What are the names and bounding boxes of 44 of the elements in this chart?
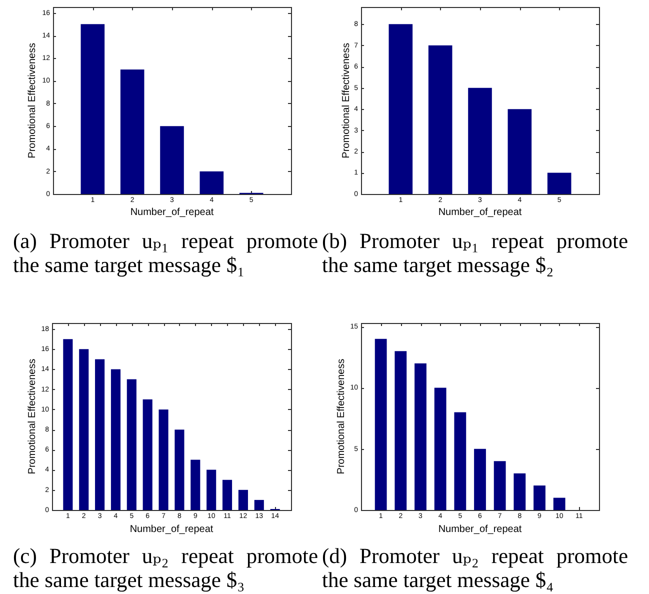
x-axis-title: Number_of_repeat [438,206,522,218]
bar [547,172,572,194]
bar [494,461,506,510]
y-axis-title: Promotional Effectiveness [336,358,347,474]
bar [95,359,105,510]
bar [388,24,413,194]
x-axis-title: Number_of_repeat [438,524,522,535]
bar [254,500,264,510]
bar [120,69,144,194]
bar [428,45,452,194]
bar [160,126,184,194]
bar [514,473,526,510]
bar [79,349,89,510]
bar [63,339,73,510]
y-axis-title: Promotional Effectiveness [340,42,352,158]
x-axis-title: Number_of_repeat [130,524,214,535]
text: (c) Promoter uₚ₂ repeat promote the same target message $₃ [13,544,318,592]
bar [238,490,248,510]
bar [190,460,200,510]
bar [468,88,492,194]
x-axis-title: Number_of_repeat [130,206,214,218]
bar [222,480,232,510]
text: (d) Promoter uₚ₂ repeat promote the same target message $₄ [322,544,628,592]
bar [434,388,446,510]
bar [206,470,216,510]
bar [474,448,486,510]
bar [158,409,168,510]
bar [80,24,105,194]
bar [110,369,121,510]
bar [508,109,532,194]
bar [200,171,224,194]
bar [414,363,426,510]
bar [142,399,152,510]
text: (b) Promoter uₚ₁ repeat promote the same target message $₂ [322,229,628,277]
y-axis-title: Promotional Effectiveness [26,42,38,158]
bar [454,412,466,510]
bar [553,498,566,510]
bar [174,430,184,510]
bar [394,351,407,510]
text: (a) Promoter uₚ₁ repeat promote the same target message $₁ [13,229,318,277]
bar [374,338,387,510]
bar [534,486,546,510]
bar [126,379,136,510]
y-axis-title: Promotional Effectiveness [26,358,38,474]
